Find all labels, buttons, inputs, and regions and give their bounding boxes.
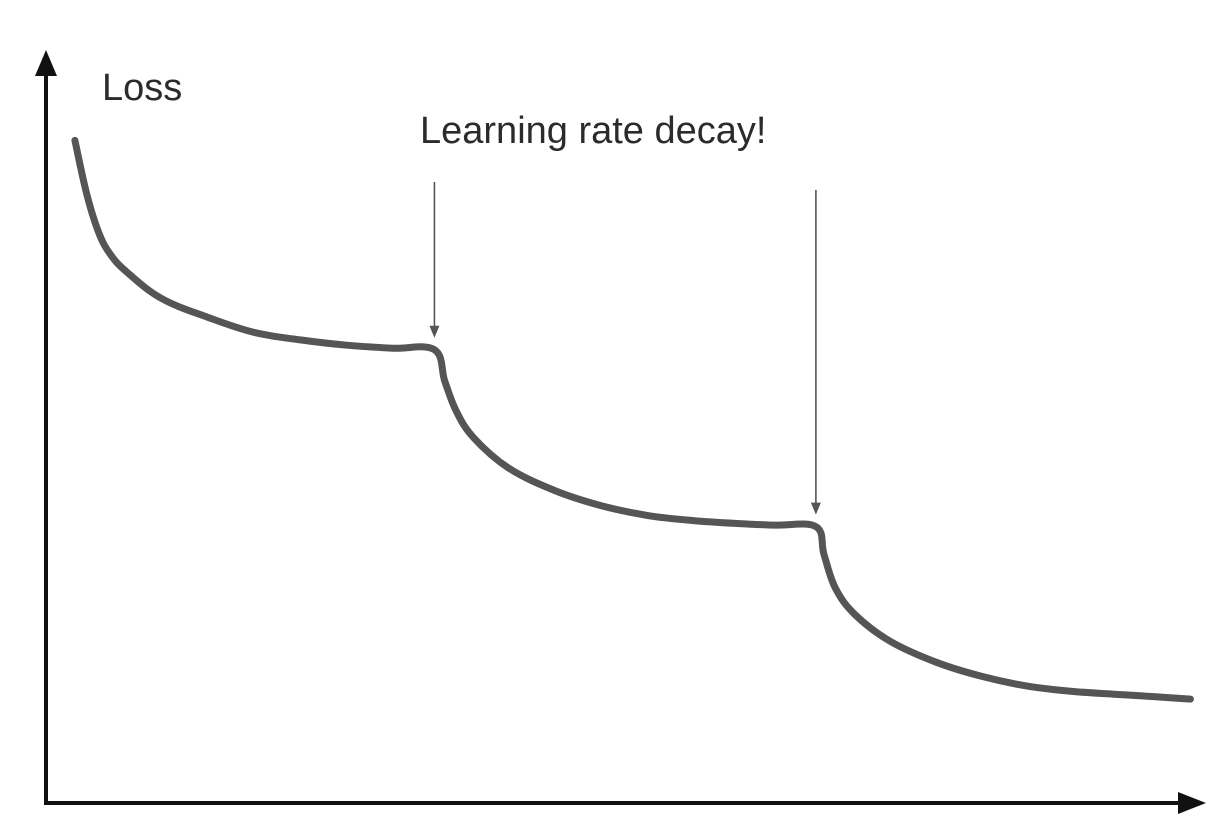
y-axis-label: Loss bbox=[102, 67, 182, 109]
y-axis-arrowhead bbox=[35, 50, 57, 76]
annotation-arrowhead bbox=[810, 502, 821, 515]
annotation-arrows bbox=[429, 182, 821, 515]
annotation-arrowhead bbox=[429, 325, 440, 338]
data-points bbox=[73, 138, 1193, 701]
annotation-text: Learning rate decay! bbox=[420, 110, 766, 152]
loss-curve bbox=[71, 136, 1194, 703]
x-axis-arrowhead bbox=[1178, 792, 1206, 814]
